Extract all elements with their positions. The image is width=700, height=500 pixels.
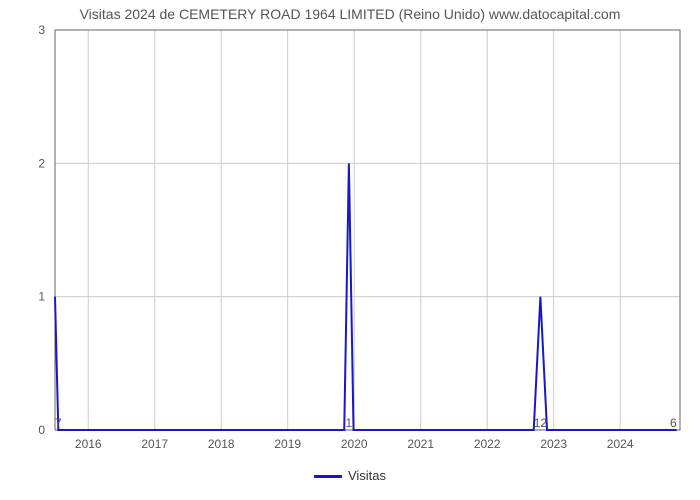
- y-tick-label: 3: [38, 23, 45, 37]
- x-tick-label: 2022: [474, 437, 501, 451]
- annotation: 6: [670, 416, 677, 430]
- y-tick-label: 1: [38, 290, 45, 304]
- x-tick-label: 2016: [75, 437, 102, 451]
- y-tick-label: 2: [38, 156, 45, 170]
- x-tick-label: 2023: [540, 437, 567, 451]
- chart-container: Visitas 2024 de CEMETERY ROAD 1964 LIMIT…: [0, 0, 700, 500]
- x-tick-label: 2018: [208, 437, 235, 451]
- x-tick-label: 2019: [274, 437, 301, 451]
- legend-swatch: [314, 475, 342, 478]
- chart-svg: 0123201620172018201920202021202220232024…: [0, 0, 700, 460]
- annotation: 12: [534, 416, 548, 430]
- y-tick-label: 0: [38, 423, 45, 437]
- annotation: 7: [55, 416, 62, 430]
- annotation: 1: [346, 416, 353, 430]
- plot-border: [55, 30, 680, 430]
- x-tick-label: 2024: [607, 437, 634, 451]
- x-tick-label: 2021: [407, 437, 434, 451]
- legend-label: Visitas: [348, 468, 386, 483]
- legend: Visitas: [0, 468, 700, 483]
- x-tick-label: 2020: [341, 437, 368, 451]
- x-tick-label: 2017: [141, 437, 168, 451]
